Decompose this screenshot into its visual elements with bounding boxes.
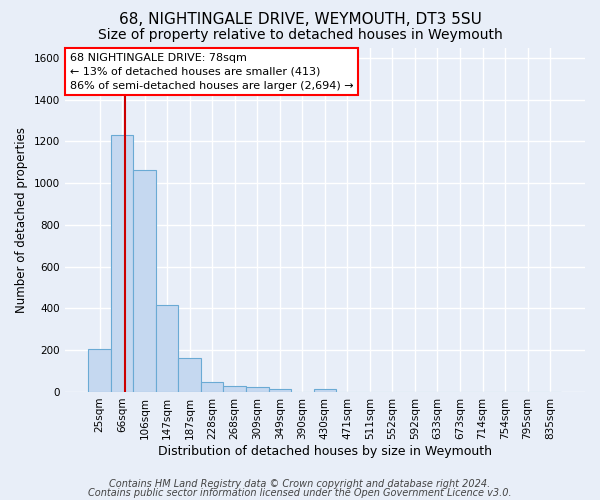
Bar (269, 390, 291, 392)
X-axis label: Distribution of detached houses by size in Weymouth: Distribution of detached houses by size … (158, 444, 492, 458)
Bar (246, 388, 269, 392)
Text: Contains public sector information licensed under the Open Government Licence v3: Contains public sector information licen… (88, 488, 512, 498)
Bar (156, 306, 178, 392)
Text: Size of property relative to detached houses in Weymouth: Size of property relative to detached ho… (98, 28, 502, 42)
Y-axis label: Number of detached properties: Number of detached properties (15, 126, 28, 312)
Bar (88, 349, 111, 392)
Bar (201, 382, 223, 392)
Bar (111, 135, 133, 392)
Text: Contains HM Land Registry data © Crown copyright and database right 2024.: Contains HM Land Registry data © Crown c… (109, 479, 491, 489)
Text: 68, NIGHTINGALE DRIVE, WEYMOUTH, DT3 5SU: 68, NIGHTINGALE DRIVE, WEYMOUTH, DT3 5SU (119, 12, 481, 28)
Bar (223, 386, 246, 392)
Bar (178, 358, 201, 392)
Bar (133, 170, 156, 392)
Bar (314, 389, 336, 392)
Text: 68 NIGHTINGALE DRIVE: 78sqm
← 13% of detached houses are smaller (413)
86% of se: 68 NIGHTINGALE DRIVE: 78sqm ← 13% of det… (70, 52, 353, 90)
